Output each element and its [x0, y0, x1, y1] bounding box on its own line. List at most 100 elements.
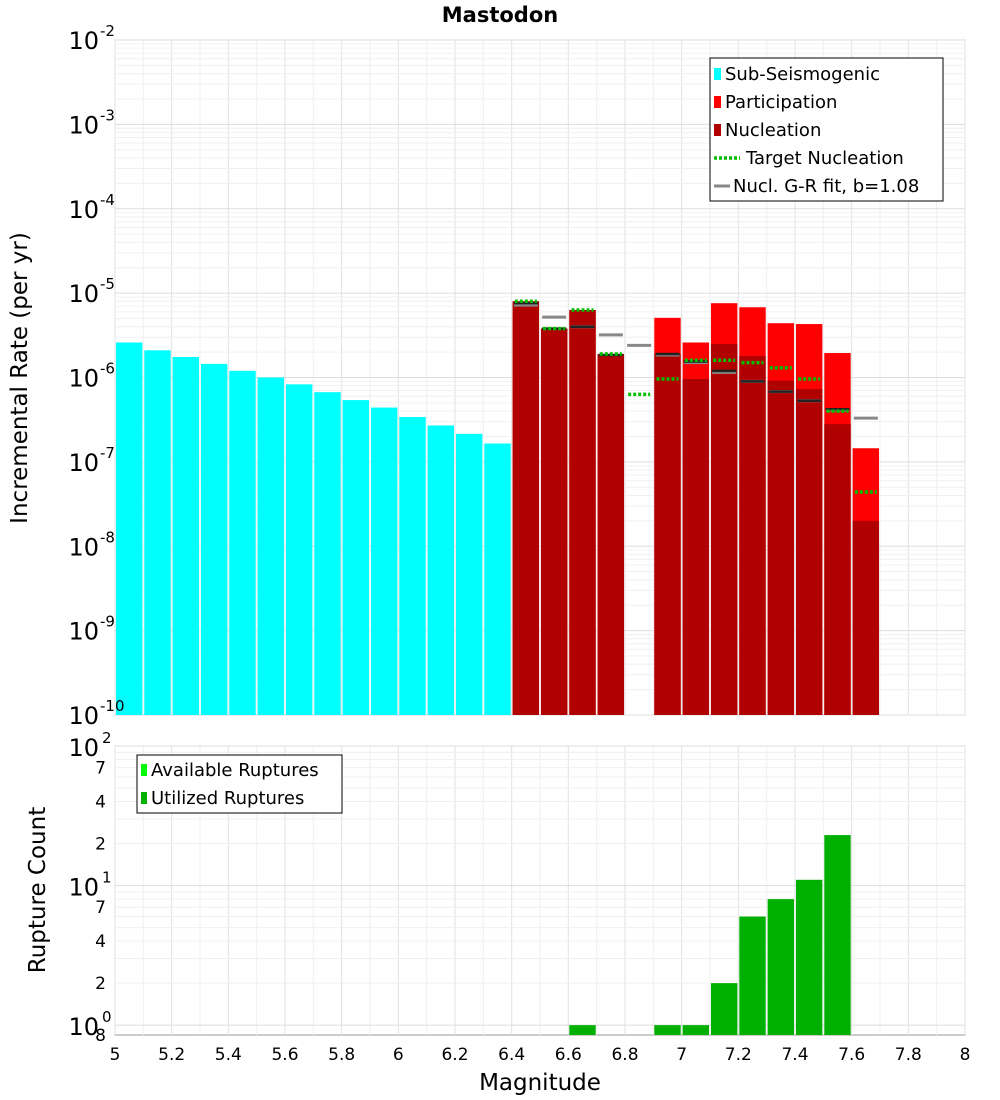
y-tick-exponent: -3	[100, 106, 115, 124]
y-tick-exponent: -9	[100, 613, 115, 631]
x-tick-label: 6.2	[441, 1045, 468, 1065]
x-tick-label: 5.2	[158, 1045, 185, 1065]
x-axis-label: Magnitude	[479, 1070, 601, 1096]
legend-swatch	[714, 96, 721, 108]
y-tick-label: 10	[68, 874, 99, 902]
bar-nucleation	[569, 310, 596, 715]
bar-sub-seismogenic	[144, 350, 171, 715]
x-tick-label: 6.4	[498, 1045, 525, 1065]
bar-nucleation	[710, 343, 738, 715]
y-tick-exponent: -4	[100, 191, 115, 209]
legend-box	[136, 754, 343, 814]
y-tick-label: 10	[68, 1013, 99, 1041]
count-grid	[114, 745, 966, 1035]
bar-sub-seismogenic	[427, 425, 455, 715]
bar-nucleation	[540, 328, 568, 715]
y-tick-exponent: -10	[100, 697, 125, 715]
bar-sub-seismogenic	[399, 417, 426, 715]
legend-label: Sub-Seismogenic	[725, 64, 880, 85]
count-y-axis-label: Rupture Count	[25, 807, 51, 973]
bar-utilized-ruptures	[569, 1025, 596, 1035]
rate-markers	[513, 299, 878, 494]
bar-utilized-ruptures	[767, 899, 795, 1035]
y-tick-label: 10	[68, 533, 99, 561]
y-tick-exponent: 0	[102, 1008, 112, 1026]
y-tick-exponent: -5	[100, 275, 115, 293]
legend-label: Nucl. G-R fit, b=1.08	[733, 176, 919, 197]
rate-y-axis-label: Incremental Rate (per yr)	[7, 232, 33, 524]
y-tick-label: 4	[95, 793, 106, 813]
bar-nucleation	[739, 355, 766, 715]
y-tick-label: 10	[68, 111, 99, 139]
bar-sub-seismogenic	[257, 377, 285, 715]
bar-nucleation	[767, 380, 795, 715]
y-tick-exponent: 2	[102, 729, 112, 747]
bar-utilized-ruptures	[795, 879, 823, 1035]
bar-sub-seismogenic	[314, 392, 341, 715]
bar-nucleation	[682, 378, 710, 715]
y-tick-label: 8	[95, 1026, 106, 1046]
bar-sub-seismogenic	[172, 356, 200, 715]
y-tick-label: 10	[68, 702, 99, 730]
x-tick-label: 6	[393, 1045, 404, 1065]
bar-utilized-ruptures	[682, 1025, 710, 1035]
bar-sub-seismogenic	[455, 433, 483, 715]
rate-legend: Sub-Seismogenic Participation Nucleation Ta…	[709, 57, 944, 202]
y-tick-label: 10	[68, 734, 99, 762]
bar-sub-seismogenic	[285, 384, 313, 715]
x-tick-label: 7.8	[895, 1045, 922, 1065]
x-tick-label: 7.4	[781, 1045, 808, 1065]
y-tick-label: 2	[95, 974, 106, 994]
x-tick-label: 7.6	[838, 1045, 865, 1065]
y-tick-label: 10	[68, 449, 99, 477]
x-tick-label: 5.6	[271, 1045, 298, 1065]
y-tick-label: 4	[95, 932, 106, 952]
bar-nucleation	[597, 353, 625, 715]
bar-nucleation	[512, 301, 540, 715]
y-tick-label: 7	[95, 759, 106, 779]
x-tick-label: 8	[960, 1045, 971, 1065]
bar-utilized-ruptures	[654, 1025, 681, 1035]
y-tick-label: 10	[68, 618, 99, 646]
bar-sub-seismogenic	[115, 342, 143, 715]
x-tick-label: 5.4	[215, 1045, 242, 1065]
y-tick-exponent: -8	[100, 528, 115, 546]
bar-sub-seismogenic	[229, 370, 256, 715]
bar-nucleation	[824, 424, 851, 715]
bar-nucleation	[852, 520, 880, 715]
y-tick-label: 2	[95, 835, 106, 855]
y-tick-exponent: -2	[100, 22, 115, 40]
y-tick-exponent: -6	[100, 360, 115, 378]
bar-utilized-ruptures	[710, 983, 738, 1035]
bar-utilized-ruptures	[824, 835, 851, 1035]
bar-sub-seismogenic	[484, 443, 511, 715]
legend-swatch	[141, 764, 147, 776]
x-tick-label: 5.8	[328, 1045, 355, 1065]
x-tick-label: 6.6	[555, 1045, 582, 1065]
bar-nucleation	[795, 389, 823, 715]
y-tick-exponent: 1	[102, 869, 112, 887]
legend-swatch	[141, 792, 147, 804]
x-tick-label: 5	[110, 1045, 121, 1065]
x-tick-label: 6.8	[611, 1045, 638, 1065]
bar-nucleation	[654, 353, 681, 715]
legend-label: Available Ruptures	[151, 760, 319, 781]
bar-sub-seismogenic	[342, 400, 370, 715]
legend-label: Utilized Ruptures	[151, 788, 304, 809]
legend-label: Target Nucleation	[745, 148, 904, 169]
count-bars	[569, 835, 851, 1035]
bar-sub-seismogenic	[200, 363, 228, 715]
y-tick-label: 10	[68, 196, 99, 224]
x-tick-label: 7	[676, 1045, 687, 1065]
legend-box	[709, 57, 944, 202]
legend-label: Participation	[725, 92, 837, 113]
count-legend: Available Ruptures Utilized Ruptures	[136, 754, 343, 814]
y-tick-label: 10	[68, 27, 99, 55]
y-tick-label: 10	[68, 280, 99, 308]
bar-sub-seismogenic	[370, 407, 398, 715]
